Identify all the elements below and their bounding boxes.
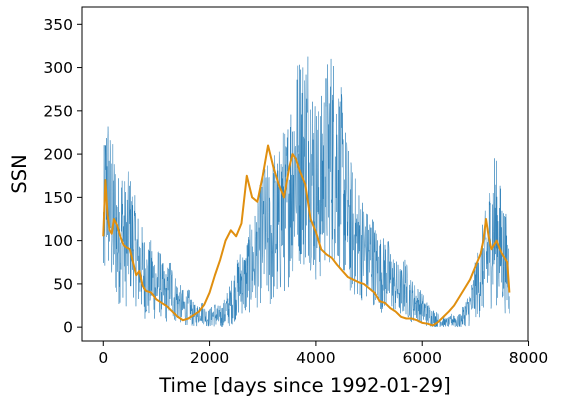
y-tick-label: 0 (63, 319, 73, 337)
y-tick-label: 350 (43, 16, 73, 34)
x-axis-ticks: 0 2000 4000 6000 8000 (98, 341, 548, 367)
x-tick-label: 4000 (296, 349, 335, 367)
x-axis-label: Time [days since 1992-01-29] (158, 374, 451, 397)
y-tick-label: 100 (43, 232, 73, 250)
x-tick-label: 2000 (190, 349, 229, 367)
x-tick-label: 8000 (509, 349, 548, 367)
plot-frame (81, 6, 529, 342)
smoothed-series (102, 144, 511, 327)
y-axis-ticks: 0 50 100 150 200 250 300 350 (43, 16, 82, 337)
y-tick-label: 250 (43, 102, 73, 120)
x-tick-label: 6000 (402, 349, 441, 367)
y-tick-label: 200 (43, 146, 73, 164)
x-tick-label: 0 (98, 349, 108, 367)
y-axis-label: SSN (8, 154, 31, 193)
raw-series (103, 56, 510, 328)
y-tick-label: 150 (43, 189, 73, 207)
y-tick-label: 300 (43, 59, 73, 77)
y-tick-label: 50 (53, 275, 73, 293)
smoothed-ssn-line (102, 144, 511, 327)
raw-ssn-line (103, 56, 510, 328)
